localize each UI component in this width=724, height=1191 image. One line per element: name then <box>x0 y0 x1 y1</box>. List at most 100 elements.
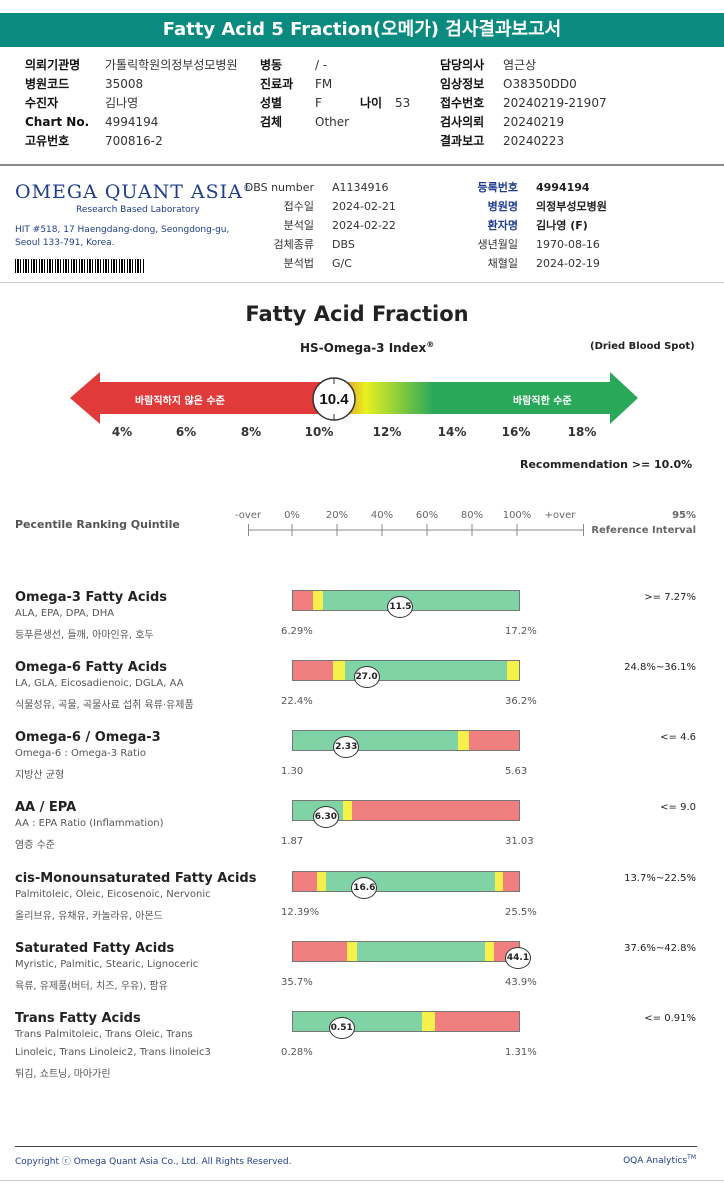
index-title: HS-Omega-3 Index® <box>300 340 434 355</box>
index-value-badge: 10.4 <box>312 377 356 421</box>
tick-label: 18% <box>567 425 597 439</box>
row-min: 1.30 <box>281 766 304 777</box>
hospital-label: 의뢰기관명 <box>25 58 81 72</box>
bar-segment <box>293 731 458 750</box>
draw-date-value: 2024-02-19 <box>536 257 600 270</box>
quintile-label: Pecentile Ranking Quintile <box>15 518 180 531</box>
chart-no-value: 4994194 <box>105 115 159 129</box>
row-korean-note: 올리브유, 유채유, 카놀라유, 아몬드 <box>15 911 163 922</box>
bar-segment <box>293 942 348 961</box>
reg-no-label: 등록번호 <box>477 181 518 194</box>
desirable-label: 바람직한 수준 <box>513 396 572 407</box>
lab-logo-mark: ® <box>242 183 252 193</box>
row-max: 1.31% <box>505 1047 537 1058</box>
row-korean-note: 지방산 균형 <box>15 770 65 781</box>
header-divider <box>0 164 724 166</box>
index-value: 10.4 <box>319 391 349 408</box>
bar-segment <box>435 1012 519 1031</box>
row-reference: 24.8%~36.1% <box>624 662 696 673</box>
tick-label: 10% <box>304 425 334 439</box>
tick-label: 4% <box>111 425 133 439</box>
row-subtitle: Omega-6 : Omega-3 Ratio <box>15 748 147 759</box>
scale-label: 0% <box>284 510 300 521</box>
row-name: Omega-3 Fatty Acids <box>15 590 168 605</box>
index-title-mark: ® <box>426 340 435 349</box>
row-max: 25.5% <box>505 907 537 918</box>
chart-no-label: Chart No. <box>25 115 90 129</box>
bar-segment <box>506 661 519 680</box>
row-korean-note: 튀김, 쇼트닝, 마아가린 <box>15 1069 111 1080</box>
age-label: 나이 <box>360 96 383 110</box>
dbs-note: (Dried Blood Spot) <box>590 341 695 352</box>
hospital-name-value: 의정부성모병원 <box>536 200 607 213</box>
hospital-code-value: 35008 <box>105 77 144 91</box>
ward-value: / - <box>315 58 328 72</box>
scale-label: -over <box>234 510 262 521</box>
hospital-name-label: 병원명 <box>487 200 518 213</box>
lab-mid-info: DBS number A1134916 접수일 2024-02-21 분석일 2024… <box>244 178 396 273</box>
sex-value: F <box>315 96 322 110</box>
header-col3: 담당의사 염근상 임상정보 O38350DD0 접수번호 20240219-21907… <box>440 56 607 151</box>
draw-date-label: 채혈일 <box>487 257 518 270</box>
scale-axis <box>248 524 584 536</box>
scale-label: 60% <box>415 510 439 521</box>
tick-label: 14% <box>437 425 467 439</box>
brand-text: OQA Analytics <box>623 1156 688 1166</box>
row-value-badge: 2.33 <box>333 736 360 758</box>
dbs-number-label: DBS number <box>244 181 314 194</box>
row-max: 5.63 <box>505 766 528 777</box>
unique-no-value: 700816-2 <box>105 134 163 148</box>
lab-right-info: 등록번호 4994194 병원명 의정부성모병원 환자명 김나영 (F) 생년월일 19… <box>456 178 607 273</box>
bar-segment <box>323 591 519 610</box>
bar-segment <box>469 731 519 750</box>
birth-date-label: 생년월일 <box>477 238 518 251</box>
clinical-info-value: O38350DD0 <box>503 77 577 91</box>
row-max: 43.9% <box>505 977 537 988</box>
row-korean-note: 육류, 유제품(버터, 치즈, 우유), 팜유 <box>15 981 168 992</box>
row-korean-note: 등푸른생선, 들깨, 아마인유, 호두 <box>15 630 154 641</box>
recommendation: Recommendation >= 10.0% <box>520 458 693 471</box>
specimen-label: 검체 <box>260 115 283 129</box>
receipt-no-value: 20240219-21907 <box>503 96 607 110</box>
row-min: 6.29% <box>281 626 313 637</box>
row-bar <box>292 871 520 892</box>
bar-segment <box>351 801 519 820</box>
bar-segment <box>293 872 317 891</box>
row-reference: 37.6%~42.8% <box>624 943 696 954</box>
row-value-badge: 44.1 <box>505 947 531 969</box>
patient-name-label: 환자명 <box>487 219 518 232</box>
row-value-badge: 0.51 <box>328 1017 355 1039</box>
row-name: AA / EPA <box>15 800 77 815</box>
index-title-text: HS-Omega-3 Index <box>300 341 427 355</box>
row-subtitle: LA, GLA, Eicosadienoic, DGLA, AA <box>15 678 184 689</box>
lab-address-line1: HIT #518, 17 Haengdang-dong, Seongdong-g… <box>15 225 230 235</box>
copyright: Copyright ⓒ Omega Quant Asia Co., Ltd. A… <box>15 1157 292 1167</box>
patient-label: 수진자 <box>25 96 59 110</box>
department-value: FM <box>315 77 333 91</box>
row-reference: <= 4.6 <box>660 732 696 743</box>
report-title: Fatty Acid 5 Fraction(오메가) 검사결과보고서 <box>0 13 724 47</box>
lab-address: HIT #518, 17 Haengdang-dong, Seongdong-g… <box>15 224 229 250</box>
analysis-date-value: 2024-02-22 <box>332 219 396 232</box>
specimen-type-label: 검체종류 <box>273 238 314 251</box>
clinical-info-label: 임상정보 <box>440 77 485 91</box>
row-max: 17.2% <box>505 626 537 637</box>
row-korean-note: 염증 수준 <box>15 840 55 851</box>
doctor-value: 염근상 <box>503 58 537 72</box>
request-date-value: 20240219 <box>503 115 565 129</box>
header-col2: 병동 / - 진료과 FM 성별 F 나이 53 검체 Other <box>260 56 410 132</box>
row-name: Saturated Fatty Acids <box>15 941 175 956</box>
patient-value: 김나영 <box>105 96 139 110</box>
brand: OQA AnalyticsTM <box>600 1154 696 1166</box>
bar-segment <box>332 661 345 680</box>
row-name: cis-Monounsaturated Fatty Acids <box>15 871 257 886</box>
row-max: 36.2% <box>505 696 537 707</box>
bar-segment <box>316 872 326 891</box>
row-subtitle: AA : EPA Ratio (Inflammation) <box>15 818 164 829</box>
scale-label: 20% <box>325 510 349 521</box>
row-value-badge: 16.6 <box>351 877 378 899</box>
lab-logo: OMEGA QUANT ASIA® <box>15 181 252 203</box>
bar-segment <box>347 942 358 961</box>
row-bar <box>292 941 520 962</box>
received-date-label: 접수일 <box>283 200 314 213</box>
